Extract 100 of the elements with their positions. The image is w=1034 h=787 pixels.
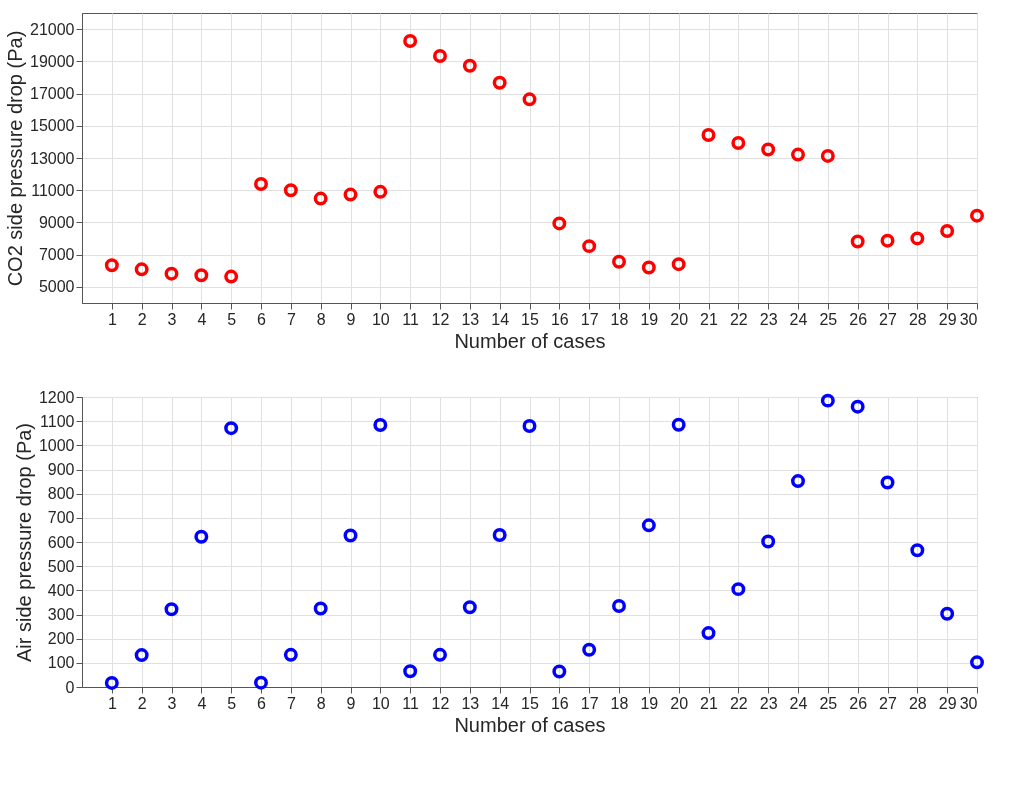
y-tick-label: 900 — [47, 461, 75, 478]
y-tick-label: 800 — [47, 485, 75, 503]
x-tick-label: 29 — [938, 310, 957, 328]
x-tick-label: 28 — [908, 694, 927, 712]
x-tick-label: 7 — [286, 694, 296, 712]
point — [552, 216, 567, 231]
x-tick-label: 24 — [789, 694, 808, 712]
x-tick-label: 16 — [550, 694, 569, 712]
point — [910, 543, 925, 558]
point — [373, 184, 388, 199]
point — [492, 75, 507, 90]
point — [254, 675, 268, 690]
x-tick-label: 9 — [346, 310, 356, 328]
x-tick-label: 8 — [316, 694, 326, 712]
y-tick-label: 200 — [47, 630, 75, 648]
point — [820, 393, 835, 408]
point — [104, 258, 119, 273]
x-tick-label: 6 — [257, 310, 267, 328]
x-tick-label: 8 — [316, 310, 326, 328]
point — [970, 208, 984, 223]
point — [283, 183, 298, 198]
y-tick-label: 700 — [47, 509, 75, 527]
x-tick-label: 24 — [789, 310, 808, 328]
point — [492, 528, 507, 542]
x-tick-label: 19 — [640, 694, 659, 712]
y-tick-label: 19000 — [30, 52, 75, 70]
x-tick-label: 10 — [371, 694, 390, 712]
y-tick-label: 1200 — [38, 388, 75, 406]
x-tick-label: 12 — [431, 694, 450, 712]
point — [761, 142, 776, 157]
point — [910, 231, 925, 246]
x-tick-label: 13 — [461, 310, 480, 328]
x-tick-label: 27 — [879, 310, 897, 328]
x-tick-label: 25 — [819, 310, 838, 328]
x-tick-label: 11 — [402, 694, 420, 712]
y-tick-label: 1000 — [38, 436, 75, 454]
y-tick-label: 300 — [47, 606, 75, 623]
point — [701, 626, 716, 641]
x-tick-label: 14 — [491, 310, 510, 328]
y-tick-label: 600 — [47, 533, 75, 551]
y-tick-label: 13000 — [30, 149, 75, 167]
y-tick-label: 500 — [47, 557, 75, 575]
x-tick-label: 17 — [580, 310, 599, 328]
point — [403, 34, 418, 49]
point — [313, 191, 328, 206]
point — [164, 266, 179, 281]
point — [612, 254, 626, 269]
x-tick-label: 17 — [580, 694, 599, 712]
point — [522, 419, 537, 433]
y-tick-label: 7000 — [38, 246, 75, 264]
x-tick-label: 7 — [286, 310, 296, 328]
x-tick-label: 13 — [461, 694, 480, 712]
point — [731, 136, 746, 150]
point — [224, 269, 239, 284]
x-tick-label: 3 — [167, 694, 177, 712]
x-tick-label: 2 — [137, 694, 147, 712]
y-tick-label: 21000 — [30, 20, 75, 38]
y-axis-title: Air side pressure drop (Pa) — [12, 423, 35, 662]
point — [343, 528, 358, 543]
point — [671, 417, 686, 432]
point — [761, 534, 776, 549]
y-tick-label: 11000 — [31, 181, 75, 199]
point — [343, 187, 358, 202]
x-tick-label: 23 — [759, 310, 778, 328]
x-tick-label: 1 — [107, 694, 117, 712]
point — [373, 418, 388, 433]
x-tick-label: 10 — [371, 310, 390, 328]
point — [880, 233, 895, 248]
point — [850, 234, 865, 249]
point — [791, 474, 805, 489]
point — [552, 664, 567, 679]
y-tick-label: 1100 — [40, 412, 75, 430]
point — [791, 147, 805, 162]
point — [224, 421, 239, 436]
x-tick-label: 23 — [759, 694, 778, 712]
point — [134, 648, 149, 663]
x-tick-label: 25 — [819, 694, 838, 712]
point — [194, 529, 209, 544]
x-tick-label: 1 — [107, 310, 117, 328]
y-tick-label: 15000 — [30, 117, 75, 135]
x-tick-label: 28 — [908, 310, 927, 328]
y-tick-label: 5000 — [38, 278, 75, 296]
point — [970, 655, 984, 670]
point — [582, 239, 597, 254]
point — [433, 647, 447, 662]
x-tick-label: 21 — [700, 310, 718, 328]
y-tick-label: 9000 — [38, 213, 75, 231]
point — [164, 602, 179, 617]
x-tick-label: 5 — [227, 694, 237, 712]
x-tick-label: 14 — [491, 694, 510, 712]
x-tick-label: 16 — [550, 310, 569, 328]
x-tick-label: 20 — [670, 694, 689, 712]
y-axis-title: CO2 side pressure drop (Pa) — [4, 30, 27, 287]
x-tick-label: 9 — [346, 694, 356, 712]
point — [612, 599, 626, 614]
point — [671, 257, 686, 272]
x-tick-label: 15 — [521, 310, 539, 328]
point — [194, 268, 209, 283]
x-tick-label: 6 — [257, 694, 267, 712]
x-tick-label: 3 — [167, 310, 177, 328]
